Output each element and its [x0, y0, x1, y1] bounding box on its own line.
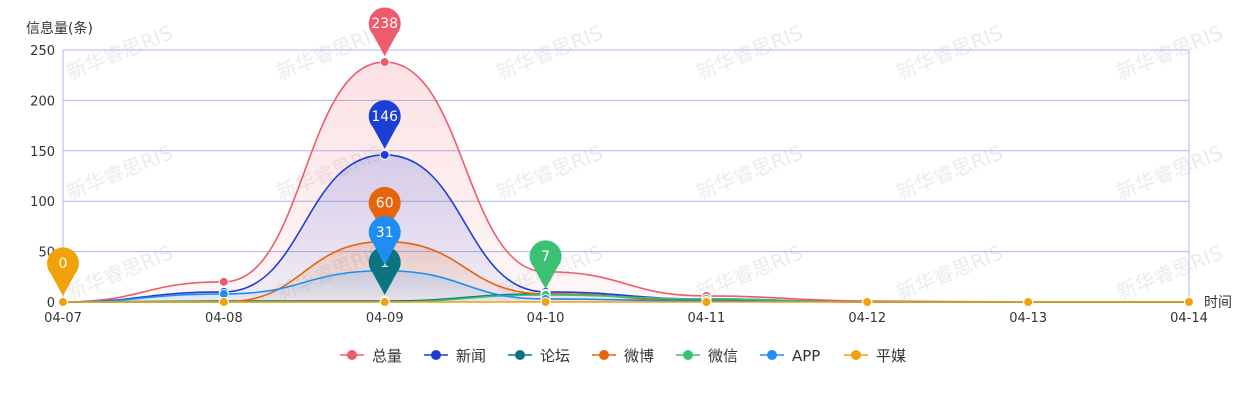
watermark-text: 新华睿思RIS — [693, 20, 806, 84]
legend-dot — [767, 350, 777, 360]
grid-lines — [62, 49, 1190, 303]
watermark-text: 新华睿思RIS — [693, 140, 806, 204]
legend-item[interactable]: 总量 — [340, 347, 402, 365]
peak-marker: 60 — [368, 186, 401, 236]
legend-dot — [515, 350, 525, 360]
x-tick-label: 04-11 — [688, 311, 726, 326]
watermark-text: 新华睿思RIS — [893, 140, 1006, 204]
watermark-text: 新华睿思RIS — [1113, 20, 1226, 84]
data-point[interactable] — [379, 57, 390, 68]
y-axis-title: 信息量(条) — [26, 20, 93, 37]
data-point[interactable] — [218, 276, 229, 287]
legend-label: 新闻 — [456, 347, 486, 365]
peak-marker: 146 — [368, 100, 401, 149]
x-tick-label: 04-12 — [848, 311, 886, 326]
data-point[interactable] — [379, 297, 390, 307]
data-point[interactable] — [701, 297, 712, 307]
watermark-text: 新华睿思RIS — [493, 140, 606, 204]
peak-markers: 2381461607310 — [47, 7, 562, 296]
x-tick-label: 04-08 — [205, 311, 243, 326]
data-point[interactable] — [218, 297, 229, 307]
series-area — [63, 62, 1189, 302]
x-tick-label: 04-13 — [1009, 311, 1047, 326]
peak-marker: 7 — [529, 240, 562, 289]
peak-marker-label: 146 — [371, 109, 398, 125]
y-tick-label: 150 — [30, 145, 55, 160]
series-line — [62, 61, 1189, 303]
legend-label: 总量 — [372, 347, 402, 365]
legend-label: APP — [792, 347, 820, 365]
series-areas — [63, 62, 1189, 302]
legend-dot — [431, 350, 441, 360]
watermark-text: 新华睿思RIS — [893, 240, 1006, 304]
legend-item[interactable]: 平媒 — [844, 347, 906, 365]
data-point[interactable] — [540, 297, 551, 307]
peak-marker-label: 0 — [59, 256, 68, 272]
y-tick-label: 200 — [30, 94, 55, 109]
x-axis-ticks: 04-07 04-08 04-09 04-10 04-11 04-12 04-13 04-14 — [44, 311, 1208, 326]
data-point[interactable] — [1023, 297, 1034, 307]
watermark-layer: 新华睿思RIS 新华睿思RIS 新华睿思RIS 新华睿思RIS 新华睿思RIS 新华睿思R… — [63, 20, 1226, 304]
legend-item[interactable]: 论坛 — [508, 347, 570, 365]
data-point[interactable] — [379, 149, 390, 160]
series-area — [63, 270, 1189, 302]
data-point[interactable] — [1184, 297, 1194, 307]
legend-dot — [851, 350, 861, 360]
x-tick-label: 04-10 — [527, 311, 565, 326]
peak-marker-label: 7 — [541, 249, 550, 265]
legend-dot — [599, 350, 609, 360]
peak-marker: 31 — [368, 216, 401, 265]
y-tick-label: 250 — [30, 44, 55, 59]
legend-dot — [683, 350, 693, 360]
legend-dot — [347, 350, 357, 360]
peak-marker-label: 60 — [376, 196, 394, 212]
series-points — [58, 57, 1194, 307]
peak-marker-label: 31 — [376, 225, 394, 241]
series-lines — [62, 61, 1189, 303]
y-tick-label: 0 — [47, 296, 55, 311]
legend-item[interactable]: 微博 — [592, 347, 654, 365]
peak-marker-label: 238 — [371, 16, 398, 32]
x-tick-label: 04-09 — [366, 311, 404, 326]
series-line — [62, 154, 1189, 303]
data-point[interactable] — [58, 297, 68, 307]
data-point[interactable] — [862, 297, 873, 307]
peak-marker: 238 — [368, 7, 401, 57]
x-tick-label: 04-07 — [44, 311, 82, 326]
x-axis-title: 时间 — [1204, 295, 1232, 311]
watermark-text: 新华睿思RIS — [63, 140, 176, 204]
legend-item[interactable]: 新闻 — [424, 347, 486, 365]
legend-label: 微博 — [624, 347, 654, 365]
series-area — [63, 154, 1189, 302]
watermark-text: 新华睿思RIS — [1113, 140, 1226, 204]
watermark-text: 新华睿思RIS — [893, 20, 1006, 84]
legend-label: 平媒 — [876, 347, 906, 365]
y-tick-label: 100 — [30, 195, 55, 210]
x-tick-label: 04-14 — [1170, 311, 1208, 326]
legend-label: 论坛 — [540, 347, 570, 365]
peak-marker: 0 — [47, 247, 79, 296]
legend-label: 微信 — [708, 347, 738, 365]
legend[interactable]: 总量 新闻 论坛 微博 微信 APP 平媒 — [340, 347, 906, 365]
watermark-text: 新华睿思RIS — [493, 20, 606, 84]
legend-item[interactable]: 微信 — [676, 347, 738, 365]
legend-item[interactable]: APP — [760, 347, 820, 365]
